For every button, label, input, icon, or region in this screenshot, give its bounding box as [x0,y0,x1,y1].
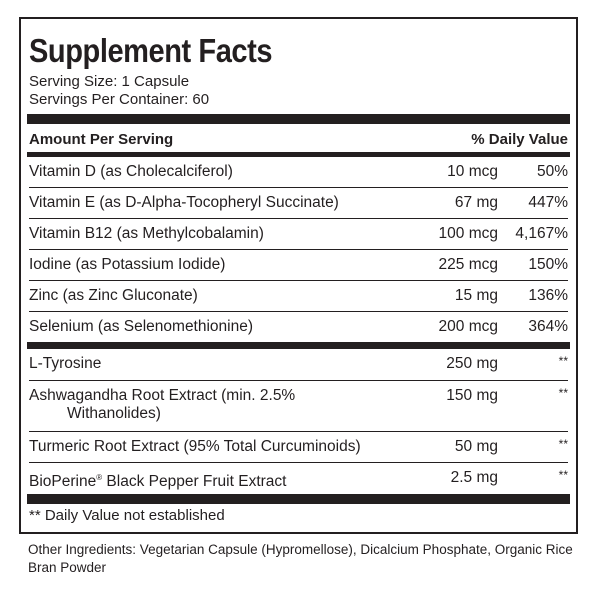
ingredient-amount: 2.5 mg [450,469,498,486]
nutrient-amount: 10 mcg [447,163,498,180]
thick-divider-top [27,114,570,124]
panel-title: Supplement Facts [29,32,273,69]
ingredient-name-line2: Withanolides) [67,405,161,422]
ingredient-name: Ashwagandha Root Extract (min. 2.5% With… [29,387,295,423]
ingredient-row: BioPerine® Black Pepper Fruit Extract 2.… [29,463,568,493]
nutrient-amount: 200 mcg [438,318,498,335]
amount-per-serving-label: Amount Per Serving [29,131,174,148]
nutrient-daily-value: 447% [528,194,568,211]
nutrient-daily-value: 136% [528,287,568,304]
ingredient-daily-value: ** [558,437,568,451]
other-ingredients: Other Ingredients: Vegetarian Capsule (H… [28,542,573,575]
ingredient-row: Ashwagandha Root Extract (min. 2.5% With… [29,381,568,432]
nutrient-row: Zinc (as Zinc Gluconate) 15 mg 136% [29,281,568,312]
nutrient-name: Zinc (as Zinc Gluconate) [29,287,198,304]
nutrient-name: Vitamin E (as D-Alpha-Tocopheryl Succina… [29,194,339,211]
nutrient-daily-value: 4,167% [515,225,568,242]
registered-mark: ® [96,473,103,482]
nutrient-amount: 225 mcg [438,256,498,273]
ingredient-amount: 150 mg [446,387,498,404]
ingredient-daily-value: ** [558,386,568,400]
ingredient-daily-value: ** [558,468,568,482]
nutrient-daily-value: 150% [528,256,568,273]
ingredient-name: BioPerine® Black Pepper Fruit Extract [29,469,286,491]
servings-per-container: Servings Per Container: 60 [29,91,210,108]
nutrient-row: Vitamin E (as D-Alpha-Tocopheryl Succina… [29,188,568,219]
ingredient-daily-value: ** [558,354,568,368]
ingredient-amount: 50 mg [454,438,498,455]
ingredient-name: Turmeric Root Extract (95% Total Curcumi… [29,438,361,455]
nutrient-name: Vitamin D (as Cholecalciferol) [29,163,233,180]
nutrient-row: Vitamin D (as Cholecalciferol) 10 mcg 50… [29,157,568,188]
nutrient-amount: 67 mg [454,194,498,211]
medium-divider [27,152,570,157]
thick-divider-bottom [27,494,570,504]
serving-size: Serving Size: 1 Capsule [29,73,190,90]
ingredient-name-line1: Ashwagandha Root Extract (min. 2.5% [29,387,296,404]
nutrient-name: Vitamin B12 (as Methylcobalamin) [29,225,264,242]
nutrient-amount: 100 mcg [438,225,498,242]
nutrient-amount: 15 mg [454,287,498,304]
nutrient-row: Iodine (as Potassium Iodide) 225 mcg 150… [29,250,568,281]
ingredient-amount: 250 mg [446,355,498,372]
footnote: ** Daily Value not established [29,507,225,524]
daily-value-label: % Daily Value [471,131,568,148]
nutrient-row: Vitamin B12 (as Methylcobalamin) 100 mcg… [29,219,568,250]
nutrient-name: Selenium (as Selenomethionine) [29,318,254,335]
nutrient-name: Iodine (as Potassium Iodide) [29,256,226,273]
ingredient-name-rest: Black Pepper Fruit Extract [102,473,287,491]
nutrient-row: Selenium (as Selenomethionine) 200 mcg 3… [29,312,568,342]
ingredient-name: L-Tyrosine [29,355,102,372]
brand-name: BioPerine [29,473,97,491]
nutrient-daily-value: 364% [528,318,568,335]
medium-divider [27,342,570,349]
ingredient-row: Turmeric Root Extract (95% Total Curcumi… [29,432,568,463]
ingredient-row: L-Tyrosine 250 mg ** [29,349,568,381]
column-header: Amount Per Serving % Daily Value [29,125,568,151]
nutrient-daily-value: 50% [536,163,568,180]
supplement-facts-panel: Supplement Facts Serving Size: 1 Capsule… [19,17,578,534]
